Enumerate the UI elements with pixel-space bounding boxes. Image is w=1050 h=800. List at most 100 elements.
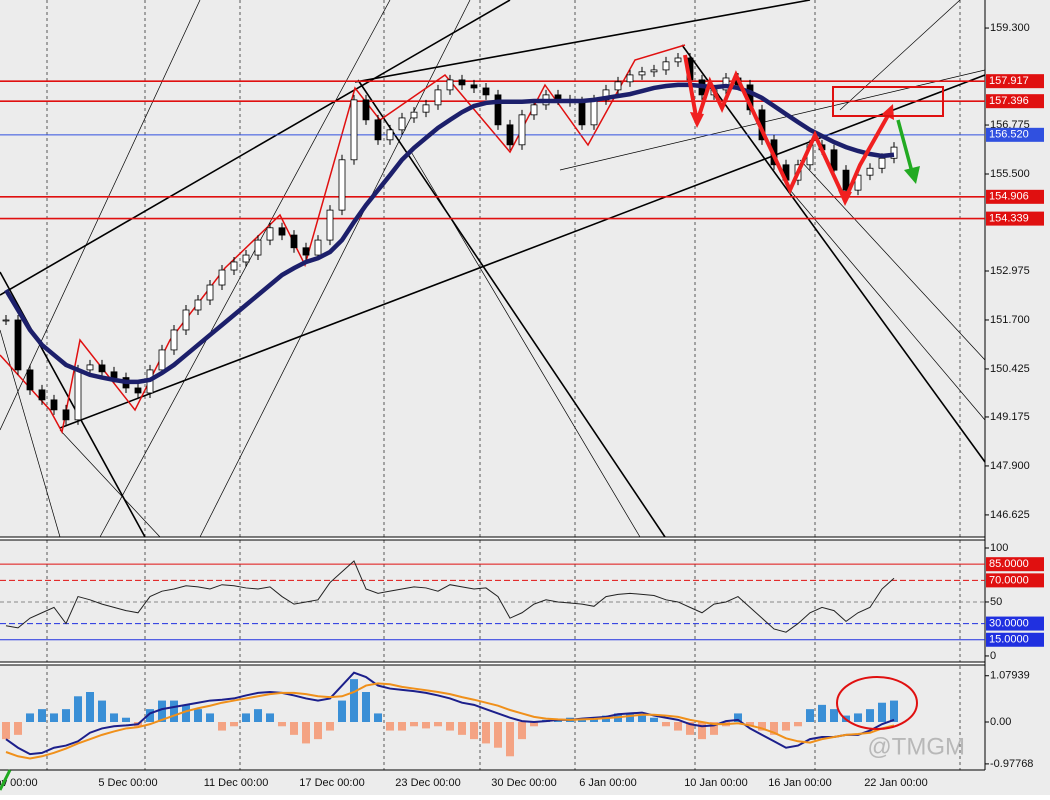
histogram-bar: [254, 709, 262, 722]
y-tick-label: 0: [990, 650, 996, 662]
x-tick-label: 5 Dec 00:00: [98, 777, 157, 789]
histogram-bar: [458, 722, 466, 735]
candle-body: [338, 159, 346, 211]
histogram-bar: [482, 722, 490, 744]
histogram-bar: [86, 692, 94, 722]
candle-body: [350, 99, 358, 161]
candle-body: [590, 99, 598, 126]
candle-body: [398, 117, 406, 131]
histogram-bar: [374, 713, 382, 722]
histogram-bar: [818, 704, 826, 722]
histogram-bar: [554, 719, 562, 722]
rsi-line: [5, 560, 895, 633]
x-tick-label: 16 Jan 00:00: [768, 777, 832, 789]
histogram-bar: [98, 700, 106, 722]
candle-body: [482, 87, 490, 96]
histogram-bar: [446, 722, 454, 731]
candle-body: [170, 329, 178, 351]
watermark: @TMGM: [867, 733, 965, 760]
frames: [0, 0, 986, 771]
level-label-box: [986, 573, 1044, 588]
histogram-bar: [326, 722, 334, 731]
candle-body: [62, 409, 70, 421]
candle-body: [38, 389, 46, 401]
histogram-bar: [230, 722, 238, 727]
candle-body: [290, 234, 298, 249]
histogram-bar: [866, 709, 874, 722]
histogram-bar: [350, 679, 358, 722]
histogram-bar: [494, 722, 502, 748]
histogram-bar: [218, 722, 226, 731]
plot-layer: 159.300156.775155.500152.975151.700150.4…: [0, 22, 1044, 789]
histogram-bar: [758, 722, 766, 731]
histogram-bar: [530, 722, 538, 727]
level-label: 157.917: [989, 75, 1029, 87]
histogram-bar: [686, 722, 694, 735]
histogram-bar: [62, 709, 70, 722]
candle-body: [242, 254, 250, 263]
trend-lines: [0, 0, 986, 538]
level-label: 85.0000: [989, 558, 1029, 570]
candle-body: [890, 146, 898, 159]
histogram-bar: [362, 692, 370, 722]
histogram-bar: [158, 700, 166, 722]
histogram-bar: [242, 713, 250, 722]
candle-body: [326, 209, 334, 241]
histogram-bar: [146, 709, 154, 722]
histogram-bar: [506, 722, 514, 757]
candle-body: [266, 227, 274, 241]
candle-body: [254, 239, 262, 256]
histogram-bar: [398, 722, 406, 731]
x-tick-label: 9 Nov 00:00: [0, 777, 38, 789]
histogram-bar: [14, 722, 22, 735]
histogram-bar: [314, 722, 322, 740]
candle-body: [530, 104, 538, 116]
level-label-box: [986, 127, 1044, 142]
candle-body: [362, 99, 370, 121]
candle-body: [410, 111, 418, 119]
candle-body: [386, 129, 394, 141]
level-label-box: [986, 74, 1044, 89]
y-tick-label: 50: [990, 596, 1002, 608]
histogram-bar: [794, 722, 802, 727]
candle-body: [650, 69, 658, 73]
candle-body: [854, 174, 862, 191]
level-label: 156.520: [989, 129, 1029, 141]
candle-body: [614, 81, 622, 91]
candle-body: [74, 369, 82, 421]
level-label-box: [986, 616, 1044, 631]
histogram-bar: [518, 722, 526, 740]
y-tick-label: 152.975: [990, 265, 1030, 277]
histogram-bar: [470, 722, 478, 740]
y-tick-label: 100: [990, 542, 1008, 554]
candle-body: [878, 157, 886, 169]
histogram-bar: [578, 719, 586, 722]
histogram-bar: [266, 713, 274, 722]
level-label-box: [986, 94, 1044, 109]
y-tick-label: 0.00: [990, 716, 1011, 728]
candle-body: [302, 247, 310, 256]
candle-body: [50, 399, 58, 411]
candle-body: [494, 94, 502, 126]
level-label-box: [986, 557, 1044, 572]
candle-body: [278, 227, 286, 236]
histogram-bar: [434, 722, 442, 727]
histogram-bar: [206, 713, 214, 722]
candle-body: [98, 364, 106, 373]
x-tick-label: 10 Jan 00:00: [684, 777, 748, 789]
histogram-bar: [878, 702, 886, 722]
candle-body: [14, 319, 22, 371]
histogram-bar: [2, 722, 10, 740]
y-tick-label: 1.07939: [990, 670, 1030, 682]
level-label-box: [986, 189, 1044, 204]
x-tick-label: 17 Dec 00:00: [299, 777, 364, 789]
candle-body: [518, 114, 526, 146]
histogram-bar: [734, 713, 742, 722]
candle-body: [638, 71, 646, 76]
histogram-bar: [50, 713, 58, 722]
histogram-bar: [782, 722, 790, 731]
x-tick-label: 22 Jan 00:00: [864, 777, 928, 789]
y-tick-label: 147.900: [990, 460, 1030, 472]
annotations: [0, 54, 944, 791]
histogram-bar: [386, 722, 394, 731]
